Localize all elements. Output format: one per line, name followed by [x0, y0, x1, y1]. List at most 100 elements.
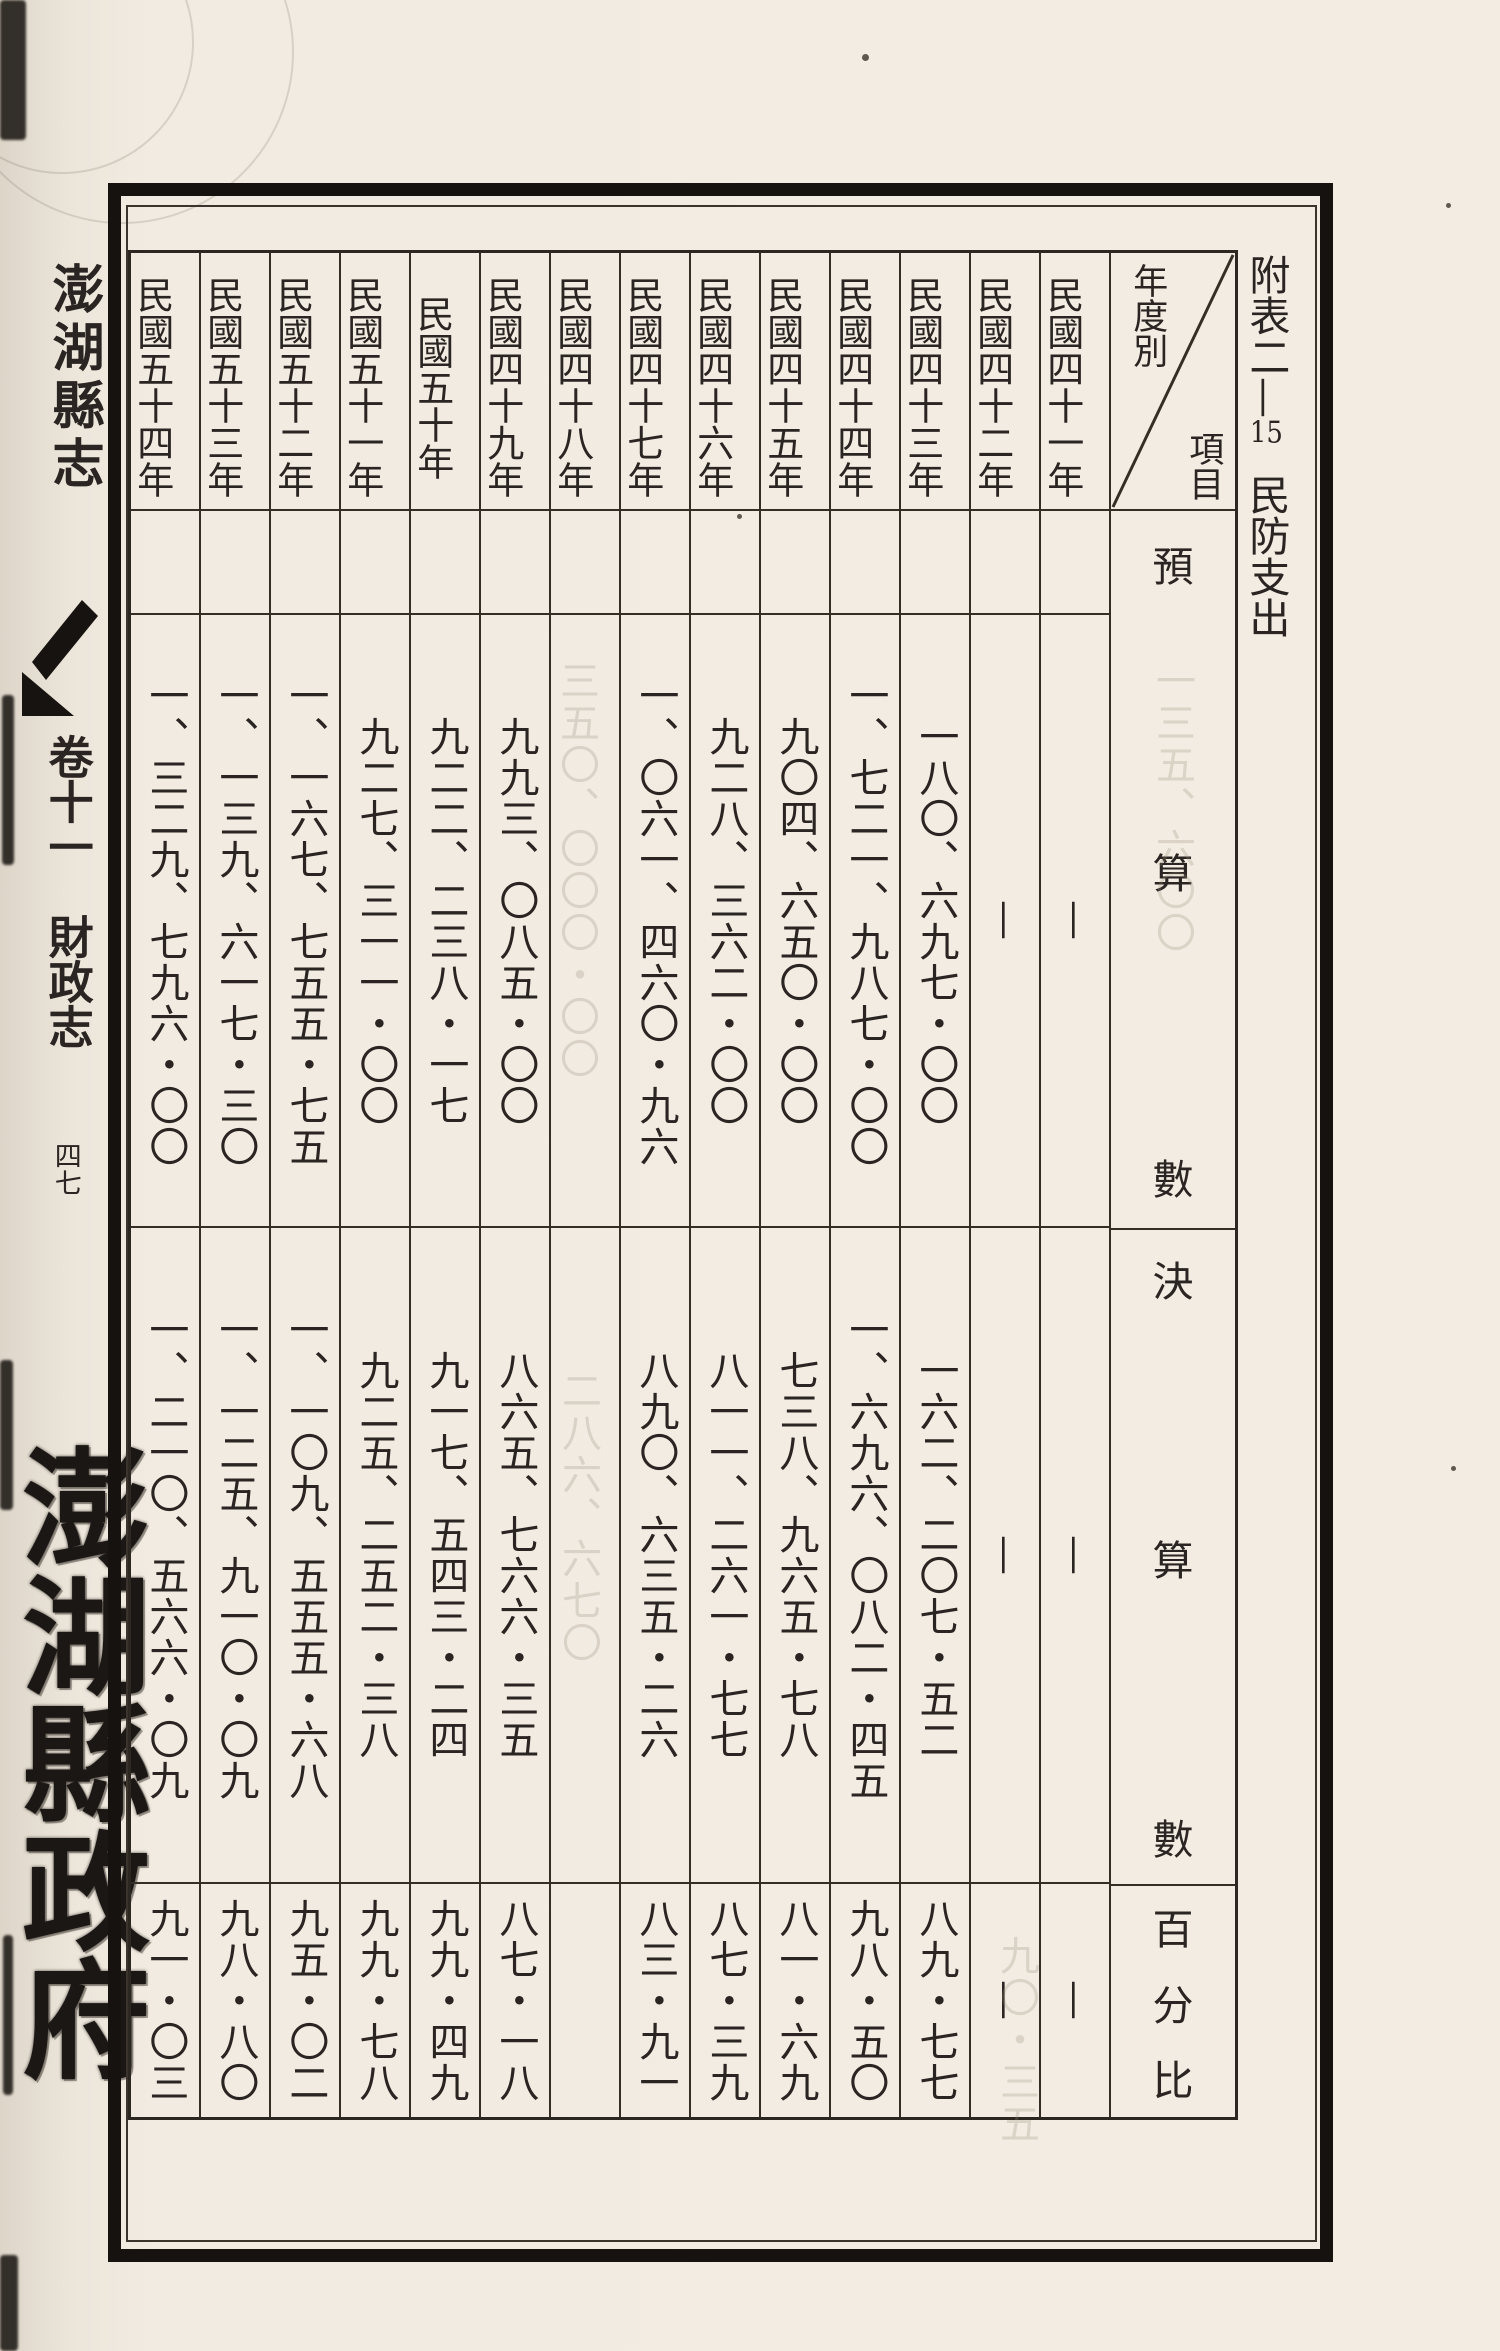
scan-speck	[1451, 1466, 1456, 1471]
final-accounts-cell	[551, 1228, 619, 1884]
year-header-cell: 民國五十一年	[341, 253, 409, 511]
percentage-cell: 九八・八〇	[201, 1884, 269, 2117]
year-header-cell: 民國四十三年	[901, 253, 969, 511]
budget-value: 一、七二一、九八七・〇〇	[842, 674, 889, 1167]
final-accounts-cell: 一、一二五、九一〇・〇九	[201, 1228, 269, 1884]
year-label: 民國五十四年	[130, 276, 174, 498]
budget-cell: 一、七二一、九八七・〇〇	[831, 615, 899, 1228]
year-header-cell: 民國五十年	[411, 253, 479, 511]
spacer-cell	[131, 511, 199, 615]
final-accounts-value: 九二五、二五二・三八	[352, 1350, 399, 1760]
final-accounts-cell: 一六二、二〇七・五二	[901, 1228, 969, 1884]
item-header-column: 年度別 項目 預 算 數 決 算 數 百 分 比	[1109, 253, 1235, 2117]
percentage-cell: —	[1041, 1884, 1109, 2117]
percentage-value: —	[1052, 1980, 1099, 2021]
budget-cell: 一、三二九、七九六・〇〇	[131, 615, 199, 1228]
final-accounts-cell: —	[971, 1228, 1039, 1884]
percentage-cell: 九五・〇二	[271, 1884, 339, 2117]
spacer-cell	[411, 511, 479, 615]
year-column-45: 民國四十五年 九〇四、六五〇・〇〇 七三八、九六五・七八 八一・六九	[759, 253, 829, 2117]
row-label-char: 算	[1152, 1537, 1194, 1585]
margin-volume-label: 卷十一 財政志	[40, 734, 94, 1049]
percentage-cell: 八七・一八	[481, 1884, 549, 2117]
year-header-cell: 民國四十六年	[691, 253, 759, 511]
expenditure-table: 民國五十四年 一、三二九、七九六・〇〇 一、二一〇、五六六・〇九 九一・〇三 民…	[128, 250, 1238, 2120]
final-accounts-cell: 九一七、五四三・二四	[411, 1228, 479, 1884]
budget-value: 一、〇六一、四六〇・九六	[632, 674, 679, 1167]
final-accounts-cell: 九二五、二五二・三八	[341, 1228, 409, 1884]
spacer-cell	[341, 511, 409, 615]
spacer-cell	[551, 511, 619, 615]
year-label: 民國四十九年	[480, 276, 524, 498]
spacer-cell	[1041, 511, 1109, 615]
final-accounts-value: 八九〇、六三五・二六	[632, 1350, 679, 1760]
page-outer-frame	[108, 183, 1333, 2262]
year-column-43: 民國四十三年 一八〇、六九七・〇〇 一六二、二〇七・五二 八九・七七	[899, 253, 969, 2117]
page-inner-frame	[126, 205, 1317, 2242]
year-column-41: 民國四十一年 — — —	[1039, 253, 1109, 2117]
year-header-cell: 民國五十二年	[271, 253, 339, 511]
final-accounts-value: 一、一二五、九一〇・〇九	[212, 1309, 259, 1801]
row-label-char: 分	[1152, 1981, 1194, 2030]
percentage-value: 八三・九一	[632, 1898, 679, 2103]
year-header-cell: 民國四十二年	[971, 253, 1039, 511]
percentage-value: 九九・七八	[352, 1898, 399, 2103]
percentage-value: 八七・三九	[702, 1898, 749, 2103]
year-label: 民國四十三年	[900, 276, 944, 498]
budget-value: 九二二、二三八・一七	[422, 715, 469, 1126]
percentage-value: 八七・一八	[492, 1898, 539, 2103]
margin-book-title: 澎湖縣志	[43, 262, 105, 494]
final-accounts-value: 八六五、七六六・三五	[492, 1350, 539, 1760]
budget-cell: 一、一六七、七五五・七五	[271, 615, 339, 1228]
final-accounts-cell: 八一一、二六一・七七	[691, 1228, 759, 1884]
year-label: 民國五十一年	[340, 276, 384, 498]
year-label: 民國四十一年	[1040, 276, 1084, 498]
row-label-final-accounts: 決 算 數	[1111, 1230, 1235, 1886]
budget-value: 一、三二九、七九六・〇〇	[142, 674, 189, 1167]
scan-streak	[2, 695, 14, 865]
year-label: 民國五十年	[410, 294, 454, 480]
year-header-cell: 民國五十三年	[201, 253, 269, 511]
budget-value: 一、一六七、七五五・七五	[282, 674, 329, 1167]
final-accounts-value: 九一七、五四三・二四	[422, 1350, 469, 1760]
ink-bleed-ghost: 三五〇、〇〇〇・〇〇	[553, 660, 599, 1080]
final-accounts-cell: 八六五、七六六・三五	[481, 1228, 549, 1884]
percentage-cell: —	[971, 1884, 1039, 2117]
budget-cell: 一八〇、六九七・〇〇	[901, 615, 969, 1228]
ink-bleed-ghost: 九〇・三五	[993, 1935, 1039, 2145]
final-accounts-value: 七三八、九六五・七八	[772, 1350, 819, 1760]
margin-divider-mark	[22, 600, 98, 716]
year-header-cell: 民國四十七年	[621, 253, 689, 511]
final-accounts-cell: 七三八、九六五・七八	[761, 1228, 829, 1884]
year-label: 民國四十二年	[970, 276, 1014, 498]
percentage-cell: 八三・九一	[621, 1884, 689, 2117]
final-accounts-cell: 一、二一〇、五六六・〇九	[131, 1228, 199, 1884]
row-label-char: 數	[1152, 1816, 1194, 1864]
year-label: 民國四十八年	[550, 276, 594, 498]
final-accounts-cell: 八九〇、六三五・二六	[621, 1228, 689, 1884]
budget-cell	[551, 615, 619, 1228]
ink-bleed-ghost: 二八六、六七〇	[555, 1370, 601, 1664]
spacer-cell	[481, 511, 549, 615]
final-accounts-value: 一、一〇九、五五五・六八	[282, 1309, 329, 1801]
year-label: 民國四十五年	[760, 276, 804, 498]
spacer-cell	[271, 511, 339, 615]
percentage-cell: 九八・五〇	[831, 1884, 899, 2117]
year-axis-label: 年度別	[1127, 263, 1168, 368]
year-column-52: 民國五十二年 一、一六七、七五五・七五 一、一〇九、五五五・六八 九五・〇二	[269, 253, 339, 2117]
year-header-cell: 民國四十五年	[761, 253, 829, 511]
percentage-cell: 九一・〇三	[131, 1884, 199, 2117]
spacer-cell	[691, 511, 759, 615]
budget-cell: 九二七、三一一・〇〇	[341, 615, 409, 1228]
row-label-char: 百	[1152, 1906, 1194, 1954]
percentage-value: 九八・五〇	[842, 1898, 889, 2103]
final-accounts-value: 八一一、二六一・七七	[702, 1350, 749, 1760]
final-accounts-value: 一、六九六、〇八二・四五	[842, 1309, 889, 1801]
scan-speck	[737, 514, 742, 519]
budget-cell: 九九三、〇八五・〇〇	[481, 615, 549, 1228]
year-header-cell: 民國五十四年	[131, 253, 199, 511]
budget-value: 一八〇、六九七・〇〇	[912, 715, 959, 1126]
table-title-prefix: 附表二	[1241, 254, 1290, 377]
year-label: 民國五十三年	[200, 276, 244, 498]
